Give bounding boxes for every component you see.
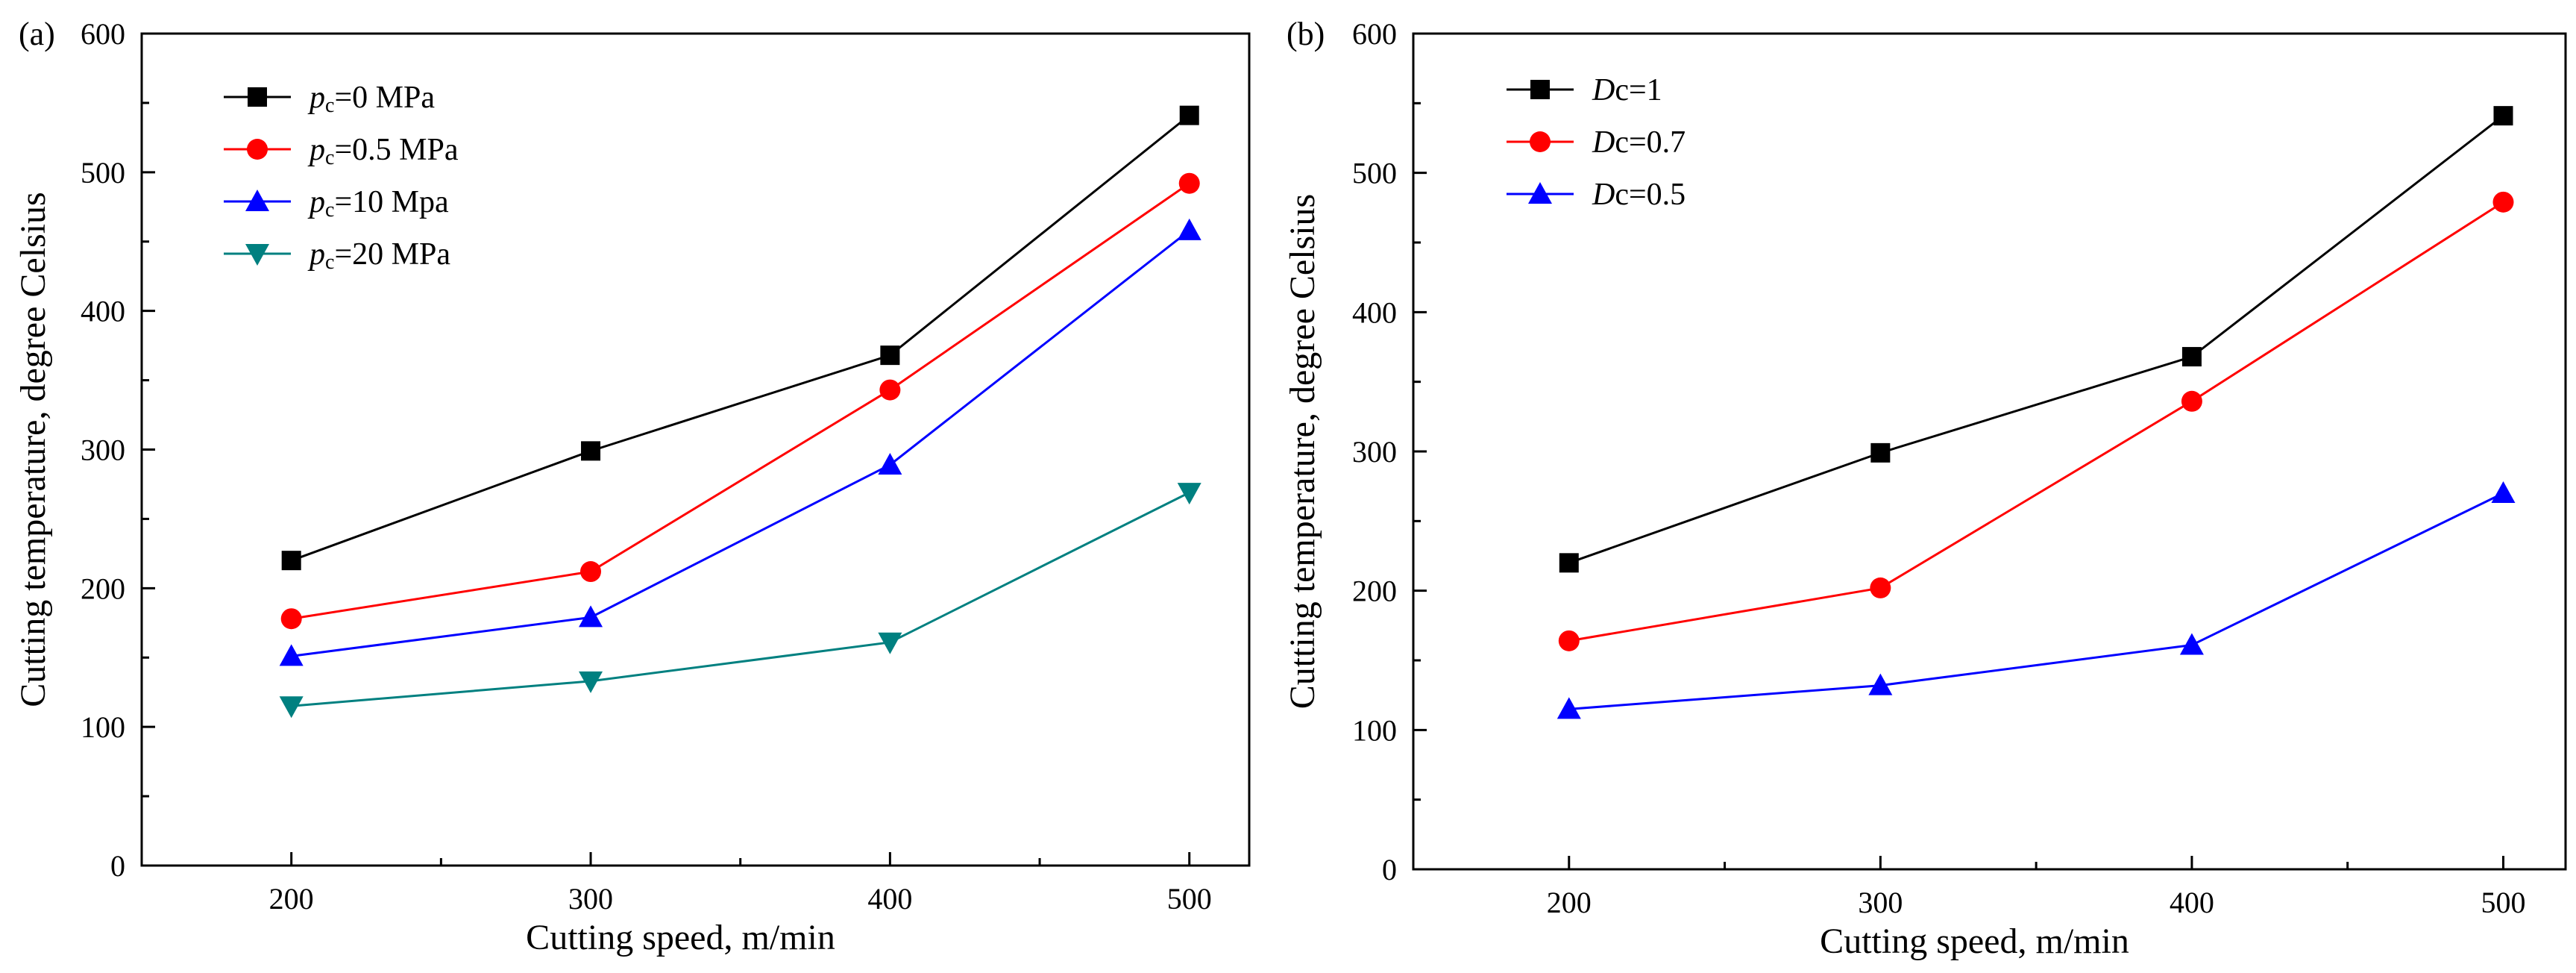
x-tick-label: 500 [2481,886,2525,919]
x-tick-label: 200 [1547,886,1592,919]
legend-entry: Dc=0.5 [1507,178,1686,212]
series-line [1568,492,2504,710]
data-point [880,345,900,366]
y-tick-label: 200 [81,572,125,605]
data-point [1868,673,1893,695]
data-point [1558,630,1580,651]
data-point [2181,390,2202,412]
series-pc-0-MPa [281,105,1199,571]
data-point [279,644,304,666]
data-point [281,551,301,571]
y-tick-label: 200 [1352,575,1397,608]
data-point [2179,633,2204,655]
legend-marker [247,139,268,160]
x-tick-label: 400 [2170,886,2214,919]
panel-label: (b) [1287,16,1325,52]
y-axis-title: Cutting temperature, degree Celsius [13,192,53,707]
series-Dc-1 [1559,106,2513,573]
data-point [2181,347,2202,367]
legend-label: pc=0 MPa [307,81,435,117]
x-tick-label: 200 [269,882,314,916]
series-line [291,491,1190,707]
x-tick-label: 300 [1858,886,1903,919]
y-tick-label: 500 [1352,157,1397,190]
legend-marker [1528,182,1552,204]
data-point [879,379,901,401]
legend-entry: pc=10 Mpa [224,185,449,222]
data-point [579,605,603,628]
series-Dc-0.7 [1558,191,2514,651]
legend-label: Dc=0.7 [1592,125,1686,160]
series-line [1568,114,2504,564]
series-pc-10-Mpa [279,218,1201,666]
y-axis-title: Cutting temperature, degree Celsius [1283,194,1322,709]
y-tick-label: 400 [81,295,125,328]
y-tick-label: 600 [1352,17,1397,51]
legend-label: pc=0.5 MPa [307,133,459,169]
series-line [1568,201,2504,642]
panel-label: (a) [19,16,55,52]
legend-label: Dc=0.5 [1592,178,1686,212]
chart-panel-b: 0 100 200 300 400 500 600 200 300 400 500 Cutting s… [1283,16,2567,961]
series-Dc-0.5 [1556,481,2516,719]
data-point [1179,105,1199,125]
series-line [291,114,1190,562]
data-point [878,452,902,475]
data-point [581,441,601,461]
y-tick-label: 300 [1352,435,1397,469]
data-point [878,632,902,654]
legend-marker [1530,131,1551,152]
legend-marker [245,190,269,211]
x-tick-label: 300 [568,882,613,916]
data-point [280,608,302,630]
series-line [291,182,1190,620]
data-point [580,561,602,583]
legend-entry: pc=0 MPa [224,81,435,117]
data-point [579,671,603,693]
series-pc-0.5-MPa [280,172,1200,630]
y-tick-label: 400 [1352,295,1397,329]
y-tick-label: 0 [1382,853,1397,886]
legend-marker [248,87,267,107]
x-tick-label: 400 [867,882,912,916]
data-point [1870,577,1891,598]
legend-label: pc=10 Mpa [307,185,449,222]
legend-entry: pc=0.5 MPa [224,133,459,169]
x-tick-label: 500 [1167,882,1212,916]
legend-entry: Dc=1 [1507,73,1662,107]
y-tick-label: 0 [110,849,125,883]
data-point [1178,172,1200,194]
y-tick-label: 100 [1352,713,1397,747]
chart-panel-a: 0 100 200 300 400 500 600 200 300 400 500 Cutting s… [13,16,1251,957]
y-tick-label: 500 [81,156,125,190]
data-point [1177,483,1201,505]
legend-marker [1530,80,1550,99]
plot-frame [140,32,1251,867]
data-point [1556,697,1581,719]
legend-label: Dc=1 [1592,73,1662,107]
data-point [1870,442,1891,463]
data-point [2492,191,2514,213]
legend-entry: Dc=0.7 [1507,125,1686,160]
series-line [291,229,1190,657]
x-axis-title: Cutting speed, m/min [1820,922,2129,961]
y-tick-label: 600 [81,17,125,51]
data-point [279,696,304,719]
series-pc-20-MPa [279,483,1201,719]
data-point [1559,553,1579,573]
data-point [2493,106,2513,126]
y-tick-label: 300 [81,434,125,467]
legend-label: pc=20 MPa [307,237,450,274]
y-tick-label: 100 [81,710,125,744]
data-point [2491,481,2516,503]
plot-frame [1412,32,2567,871]
legend-marker [245,244,269,266]
x-axis-title: Cutting speed, m/min [526,918,835,957]
legend-entry: pc=20 MPa [224,237,450,274]
data-point [1177,218,1201,240]
